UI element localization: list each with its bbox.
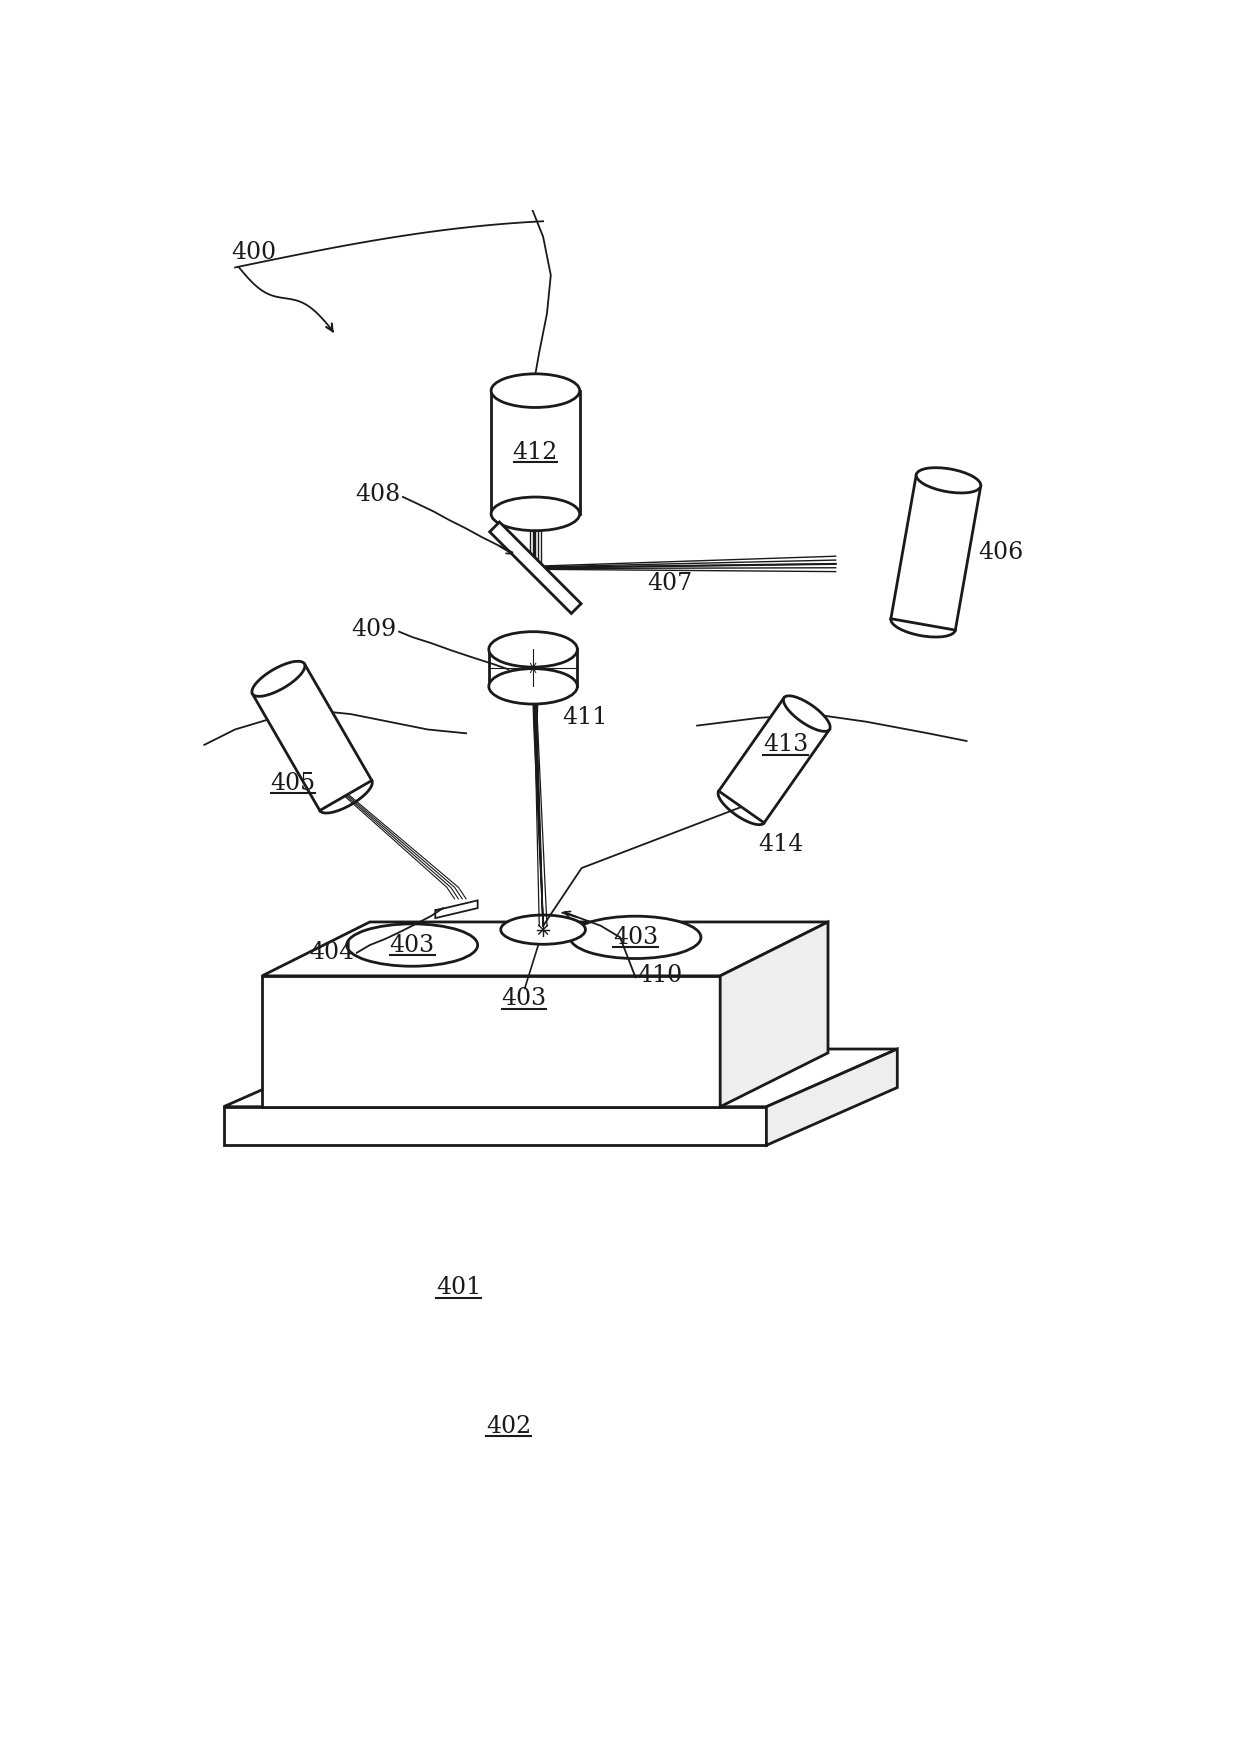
Ellipse shape (319, 779, 372, 814)
Text: 413: 413 (763, 733, 808, 756)
Polygon shape (262, 923, 828, 975)
Ellipse shape (916, 468, 981, 493)
Polygon shape (890, 475, 981, 630)
Text: 414: 414 (759, 833, 804, 856)
Text: 405: 405 (270, 772, 315, 795)
Text: 411: 411 (563, 707, 608, 730)
Text: 408: 408 (356, 482, 401, 507)
Text: 406: 406 (978, 540, 1023, 563)
Ellipse shape (570, 916, 701, 958)
FancyBboxPatch shape (491, 391, 579, 514)
Text: 401: 401 (435, 1277, 481, 1300)
Ellipse shape (491, 496, 579, 531)
Polygon shape (262, 975, 720, 1107)
Text: 400: 400 (231, 240, 277, 263)
Ellipse shape (890, 612, 955, 637)
Polygon shape (253, 663, 372, 810)
Text: 403: 403 (501, 988, 547, 1010)
Text: 403: 403 (389, 933, 435, 956)
Text: 402: 402 (486, 1415, 531, 1438)
Text: 412: 412 (512, 440, 558, 463)
FancyBboxPatch shape (489, 649, 578, 686)
Ellipse shape (718, 789, 765, 824)
Ellipse shape (501, 916, 585, 944)
Ellipse shape (347, 924, 477, 966)
Ellipse shape (252, 661, 305, 696)
Polygon shape (766, 1049, 898, 1145)
Polygon shape (720, 923, 828, 1107)
Text: 409: 409 (352, 617, 397, 640)
Text: 407: 407 (647, 572, 693, 595)
Ellipse shape (784, 696, 830, 731)
Polygon shape (435, 900, 477, 917)
Polygon shape (719, 698, 830, 823)
Polygon shape (223, 1107, 766, 1145)
Text: 403: 403 (613, 926, 658, 949)
Ellipse shape (491, 374, 579, 407)
Text: 404: 404 (309, 942, 355, 965)
Text: 410: 410 (637, 965, 682, 988)
Polygon shape (490, 523, 582, 614)
Polygon shape (223, 1049, 898, 1107)
Ellipse shape (489, 668, 578, 703)
Ellipse shape (489, 631, 578, 667)
